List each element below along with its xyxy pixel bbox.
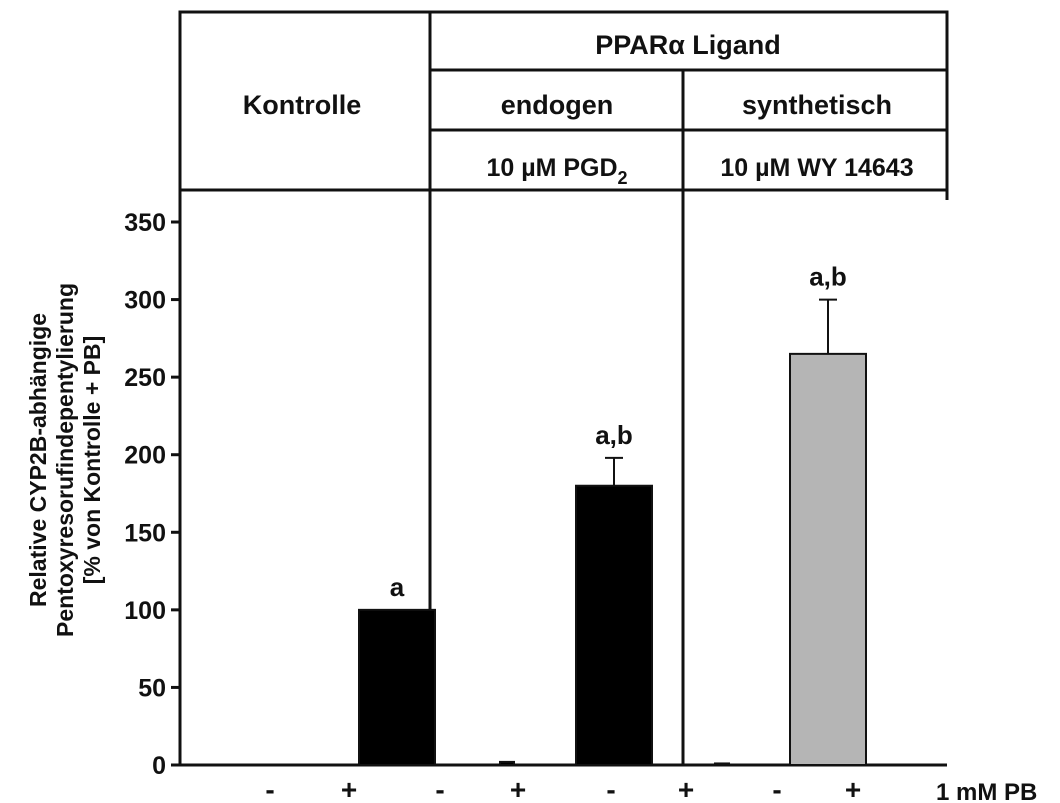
x-axis-label: 1 mM PB xyxy=(936,779,1037,803)
header-synthetisch: synthetisch xyxy=(742,90,892,120)
y-axis-label-line2: Pentoxyresorufindepentylierung xyxy=(52,283,78,637)
y-tick-label-150: 150 xyxy=(124,519,166,547)
header-endogen: endogen xyxy=(501,90,614,120)
bar-endogen-minus-pb xyxy=(499,760,515,767)
bar-endogen-plus-pb xyxy=(575,484,653,766)
y-tick-label-100: 100 xyxy=(124,597,166,625)
bar-annotation-synthetisch: a,b xyxy=(809,262,847,292)
y-tick-label-300: 300 xyxy=(124,287,166,315)
header-wy: 10 µM WY 14643 xyxy=(720,154,913,182)
bar-synthetisch-minus-pb xyxy=(714,762,730,766)
header-kontrolle: Kontrolle xyxy=(243,90,362,120)
x-sign-3: - xyxy=(435,774,444,803)
x-sign-7: - xyxy=(772,774,781,803)
x-sign-8: + xyxy=(845,774,861,803)
x-sign-6: + xyxy=(678,774,694,803)
header-pgd-subscript: 2 xyxy=(618,168,628,188)
bars: a a,b a,b xyxy=(358,262,867,767)
bar-annotation-kontrolle: a xyxy=(390,572,405,602)
bar-annotation-endogen: a,b xyxy=(595,420,633,450)
y-ticks: 0 50 100 150 200 250 300 350 xyxy=(124,209,180,780)
x-sign-5: - xyxy=(606,774,615,803)
y-tick-label-50: 50 xyxy=(138,674,166,702)
x-sign-2: + xyxy=(341,774,357,803)
y-axis-label-line1: Relative CYP2B-abhängige xyxy=(25,313,51,607)
y-axis-label: Relative CYP2B-abhängige Pentoxyresorufi… xyxy=(25,283,105,637)
y-tick-label-350: 350 xyxy=(124,209,166,237)
header-pgd-main: 10 µM PGD xyxy=(486,154,617,182)
x-sign-1: - xyxy=(265,774,274,803)
x-sign-4: + xyxy=(510,774,526,803)
bar-kontrolle-plus-pb xyxy=(358,608,436,766)
x-signs: - + - + - + - + xyxy=(265,774,861,803)
header-ppar-ligand: PPARα Ligand xyxy=(595,30,781,60)
y-axis-label-line3: [% von Kontrolle + PB] xyxy=(79,336,105,585)
header-pgd: 10 µM PGD2 xyxy=(486,154,627,188)
bar-synthetisch-plus-pb xyxy=(789,352,867,766)
y-tick-label-250: 250 xyxy=(124,364,166,392)
header-table xyxy=(178,10,949,192)
y-tick-label-0: 0 xyxy=(152,752,166,780)
y-tick-label-200: 200 xyxy=(124,442,166,470)
